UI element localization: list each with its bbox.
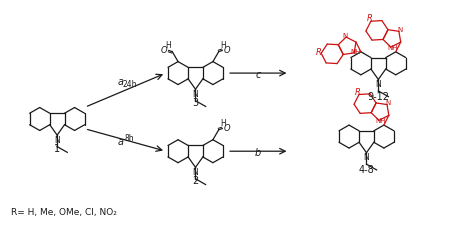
Text: N: N	[192, 90, 198, 99]
Text: N: N	[397, 27, 402, 33]
Text: N: N	[192, 168, 198, 177]
Text: O: O	[161, 46, 168, 55]
Text: H: H	[165, 41, 171, 50]
Text: NH: NH	[387, 45, 398, 51]
Text: 9-12: 9-12	[367, 92, 389, 102]
Text: a: a	[118, 77, 123, 87]
Text: 4-8: 4-8	[359, 165, 374, 175]
Text: H: H	[220, 41, 226, 50]
Text: 3: 3	[192, 98, 199, 108]
Text: 1: 1	[54, 144, 60, 154]
Text: N: N	[385, 100, 390, 106]
Text: R: R	[315, 49, 321, 58]
Text: R: R	[355, 87, 360, 96]
Text: N: N	[343, 33, 348, 39]
Text: N: N	[375, 80, 381, 89]
Text: R: R	[366, 14, 372, 23]
Text: 2: 2	[192, 177, 199, 187]
Text: b: b	[255, 148, 261, 158]
Text: O: O	[223, 46, 230, 55]
Text: O: O	[223, 124, 230, 133]
Text: R= H, Me, OMe, Cl, NO₂: R= H, Me, OMe, Cl, NO₂	[11, 208, 117, 217]
Text: c: c	[255, 70, 261, 80]
Text: H: H	[220, 119, 226, 128]
Text: a: a	[118, 137, 123, 147]
Text: NH: NH	[351, 49, 361, 55]
Text: 8h: 8h	[125, 134, 134, 143]
Text: 24h: 24h	[122, 80, 137, 89]
Text: NH: NH	[375, 118, 386, 124]
Text: N: N	[364, 153, 369, 162]
Text: N: N	[54, 136, 60, 145]
